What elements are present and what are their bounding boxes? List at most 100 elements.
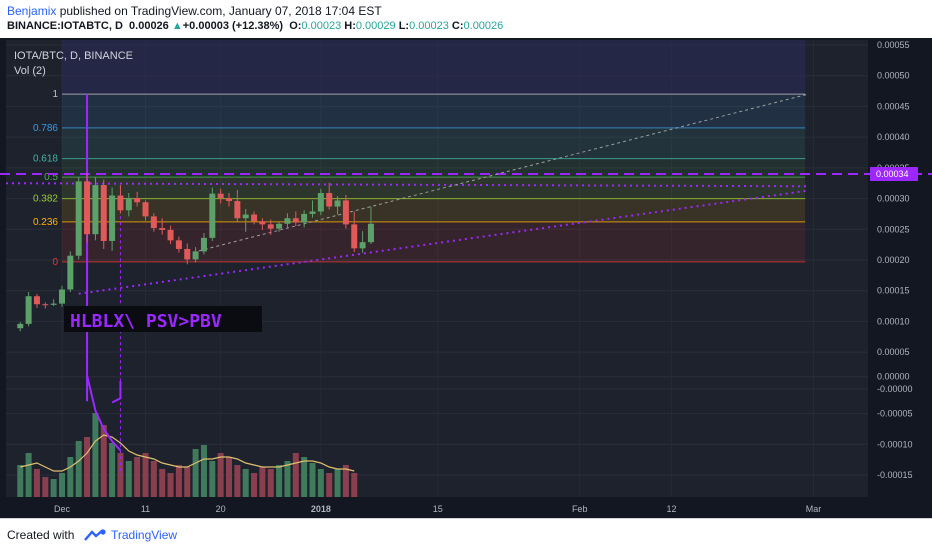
y-tick-label: 0.00020 — [877, 255, 910, 265]
candle-body — [100, 185, 107, 241]
y-tick-label: -0.00000 — [877, 384, 913, 394]
candle-body — [150, 216, 157, 229]
x-tick-label: Dec — [54, 504, 71, 514]
purple-hook — [111, 381, 122, 404]
tradingview-link[interactable]: TradingView — [111, 528, 178, 542]
volume-bar — [234, 465, 241, 497]
volume-bar — [242, 469, 249, 497]
candle-body — [334, 200, 341, 207]
x-tick-label: 20 — [216, 504, 226, 514]
volume-bar — [192, 449, 199, 497]
support-dotted-line — [78, 189, 809, 295]
fib-band — [62, 127, 806, 159]
fib-level-label: 0.382 — [33, 194, 58, 205]
annotation-text: HLBLX\ PSV>PBV — [70, 311, 222, 332]
close-value: 0.00026 — [463, 20, 504, 32]
volume-bar — [33, 469, 40, 497]
y-tick-label: -0.00010 — [877, 439, 913, 449]
fib-level-label: 0.786 — [33, 123, 58, 134]
volume-bar — [251, 473, 258, 497]
y-tick-label: -0.00015 — [877, 470, 913, 480]
volume-bar — [317, 469, 324, 497]
candle-body — [167, 229, 174, 241]
published-text: published on TradingView.com, January 07… — [59, 4, 382, 18]
close-label: C: — [451, 20, 464, 32]
volume-ma-line — [20, 434, 355, 472]
candle-body — [284, 218, 291, 224]
candle-body — [259, 221, 266, 225]
volume-bar — [59, 473, 65, 497]
fib-level-label: 0.5 — [44, 172, 58, 183]
open-label: O: — [289, 20, 302, 32]
price-chart[interactable]: 1 0.786 0.618 0.5 0.382 0.236 0 0.00055 0.00050… — [0, 38, 932, 518]
legend-volume: Vol (2) — [14, 65, 46, 77]
candle-body — [184, 248, 191, 260]
volume-bar — [125, 461, 132, 497]
candle-body — [342, 200, 349, 225]
fib-band — [62, 177, 806, 199]
volume-bar — [42, 477, 49, 497]
low-value: 0.00023 — [409, 20, 449, 32]
volume-bar — [159, 469, 166, 497]
fib-level-label: 0.236 — [33, 217, 58, 228]
candle-body — [359, 242, 366, 249]
candle-body — [292, 218, 299, 223]
author-link[interactable]: Benjamix — [7, 4, 57, 18]
created-with-text: Created with — [7, 528, 75, 542]
candle-body — [50, 303, 57, 305]
fib-top-band — [62, 40, 806, 95]
legend-symbol: IOTA/BTC, D, BINANCE — [14, 50, 133, 62]
tradingview-logo-icon — [84, 529, 106, 541]
y-tick-label: 0.00015 — [877, 286, 910, 296]
chart-header: Benjamix published on TradingView.com, J… — [0, 0, 932, 38]
candle-body — [317, 193, 324, 212]
candle-body — [217, 193, 224, 198]
fib-level-label: 0.618 — [33, 154, 58, 165]
volume-bar — [267, 469, 274, 497]
change-arrow-icon: ▲ — [171, 20, 183, 32]
x-tick-label: Mar — [806, 504, 822, 514]
fib-band — [62, 94, 806, 128]
x-tick-label: 15 — [433, 504, 443, 514]
candle-body — [125, 197, 132, 211]
volume-bar — [184, 467, 191, 497]
volume-bar — [309, 463, 316, 497]
candle-body — [200, 237, 207, 252]
candle-body — [59, 289, 65, 304]
candle-body — [192, 251, 199, 260]
candle-body — [276, 223, 283, 229]
y-tick-label: 0.00055 — [877, 40, 910, 50]
x-tick-label: 2018 — [311, 504, 331, 514]
x-tick-label: 11 — [141, 504, 150, 514]
candle-body — [92, 185, 99, 235]
y-tick-label: 0.00005 — [877, 347, 910, 357]
candle-body — [75, 181, 82, 256]
volume-bar — [292, 453, 299, 497]
candle-body — [42, 304, 49, 306]
candle-body — [117, 195, 124, 211]
volume-bar — [334, 469, 341, 497]
candle-body — [367, 223, 374, 243]
volume-bar — [142, 453, 149, 497]
volume-bar — [209, 461, 216, 497]
annotation-box — [64, 306, 262, 332]
candle-body — [25, 296, 32, 324]
change-value: +0.00003 (+12.38%) — [182, 20, 284, 32]
publish-line: Benjamix published on TradingView.com, J… — [7, 4, 382, 18]
volume-bar — [342, 465, 349, 497]
volume-bar — [50, 479, 57, 497]
fib-band — [62, 158, 806, 178]
volume-bar — [100, 425, 107, 497]
y-tick-label: 0.00025 — [877, 224, 910, 234]
volume-bar — [351, 473, 358, 497]
high-value: 0.00029 — [355, 20, 396, 32]
candle-body — [142, 202, 149, 217]
resistance-dotted-line — [5, 182, 811, 188]
volume-bar — [217, 453, 224, 497]
purple-zigzag — [86, 375, 122, 452]
volume-bar — [301, 457, 308, 497]
x-tick-label: Feb — [572, 504, 588, 514]
volume-bar — [75, 441, 82, 497]
candle-body — [134, 197, 141, 203]
low-label: L: — [398, 20, 410, 32]
